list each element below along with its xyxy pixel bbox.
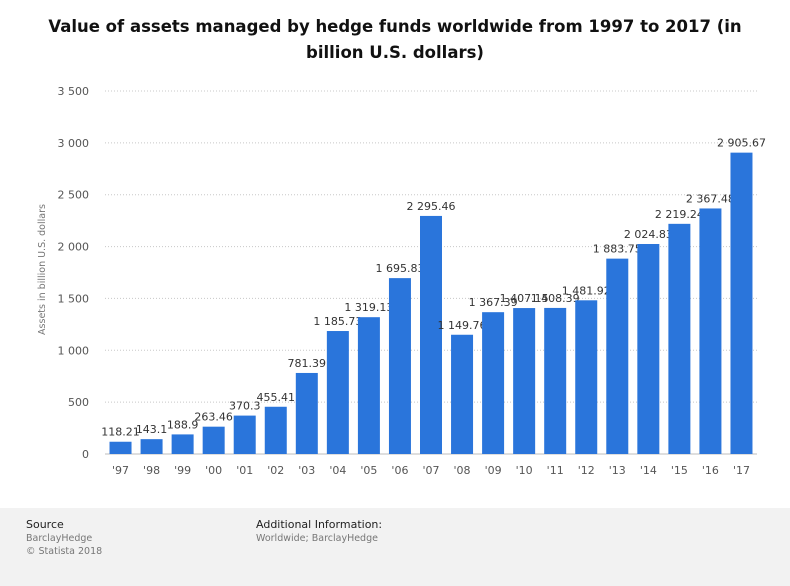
bar-value-label: 2 905.67	[717, 137, 766, 150]
bar-chart: 0 500 1 000 1 500 2 000 2 500 3 000 3 500 Assets…	[37, 85, 766, 477]
x-tick-label: '00	[205, 464, 222, 477]
bar	[420, 215, 442, 454]
bar-value-label: 263.46	[194, 411, 233, 424]
bar-value-label: 1 319.13	[344, 301, 393, 314]
x-tick-label: '08	[454, 464, 471, 477]
bar-value-label: 143.1	[136, 423, 168, 436]
additional-info-block: Additional Information: Worldwide; Barcl…	[256, 518, 382, 545]
bar	[326, 331, 349, 454]
bar	[637, 243, 660, 454]
y-tick-label: 3 000	[58, 137, 90, 150]
bar	[140, 439, 163, 454]
bar-value-label: 2 367.48	[686, 192, 735, 205]
bar	[295, 372, 318, 454]
bar	[171, 434, 194, 454]
bar-value-label: 781.39	[288, 357, 327, 370]
bar	[730, 152, 753, 455]
x-tick-label: '12	[578, 464, 595, 477]
x-tick-label: '02	[267, 464, 284, 477]
additional-info-heading: Additional Information:	[256, 518, 383, 531]
bar	[202, 426, 225, 454]
bar	[109, 441, 132, 454]
x-tick-label: '98	[143, 464, 160, 477]
bar-value-label: 370.3	[229, 400, 261, 413]
x-tick-label: '99	[174, 464, 191, 477]
y-tick-label: 2 000	[58, 241, 90, 254]
x-tick-label: '11	[547, 464, 564, 477]
x-tick-label: '03	[298, 464, 315, 477]
bar	[482, 312, 505, 454]
x-tick-label: '97	[112, 464, 129, 477]
bar-value-label: 2 219.24	[655, 208, 704, 221]
x-tick-label: '05	[360, 464, 377, 477]
additional-info-line: Worldwide; BarclayHedge	[256, 533, 378, 544]
source-line-1: BarclayHedge	[26, 533, 93, 544]
bar-value-label: 1 883.75	[593, 243, 642, 256]
bar	[575, 300, 598, 454]
x-tick-label: '14	[640, 464, 657, 477]
y-tick-label: 2 500	[58, 189, 90, 202]
x-tick-label: '07	[422, 464, 439, 477]
bar-value-label: 1 695.83	[375, 262, 424, 275]
bar-value-label: 455.41	[257, 391, 296, 404]
chart-title: Value of assets managed by hedge funds w…	[48, 17, 742, 62]
bar-value-label: 1 481.92	[562, 284, 611, 297]
bar	[513, 308, 536, 454]
bar-value-label: 2 024.83	[624, 228, 673, 241]
source-block: Source BarclayHedge © Statista 2018	[26, 518, 102, 558]
bar-value-label: 1 407.15	[500, 292, 549, 305]
bar-value-label: 1 408.39	[531, 292, 580, 305]
y-axis-label: Assets in billion U.S. dollars	[37, 204, 48, 335]
x-tick-label: '01	[236, 464, 253, 477]
x-tick-label: '10	[516, 464, 533, 477]
y-tick-label: 1 000	[58, 344, 90, 357]
bar	[357, 317, 380, 454]
bar	[388, 278, 411, 454]
y-tick-label: 1 500	[58, 292, 90, 305]
x-tick-label: '06	[391, 464, 408, 477]
bar	[699, 208, 722, 454]
x-tick-label: '09	[485, 464, 502, 477]
x-tick-label: '04	[329, 464, 346, 477]
bar-value-label: 1 149.76	[438, 319, 487, 332]
y-tick-label: 500	[68, 396, 89, 409]
x-tick-label: '17	[733, 464, 750, 477]
bar	[606, 258, 629, 454]
x-tick-label: '13	[609, 464, 626, 477]
bar	[264, 406, 287, 454]
bar	[451, 334, 474, 454]
bar-value-label: 2 295.46	[407, 200, 456, 213]
bar-value-label: 118.21	[101, 426, 140, 439]
bar	[668, 223, 691, 454]
bar-value-label: 188.9	[167, 418, 199, 431]
y-tick-label: 0	[82, 448, 89, 461]
source-heading: Source	[26, 518, 64, 531]
bar	[544, 307, 567, 454]
source-line-2: © Statista 2018	[26, 546, 103, 557]
bar	[233, 415, 256, 454]
y-tick-label: 3 500	[58, 85, 90, 98]
bar-value-label: 1 367.39	[469, 296, 518, 309]
x-tick-label: '15	[671, 464, 688, 477]
bar-value-label: 1 185.73	[313, 315, 362, 328]
x-tick-label: '16	[702, 464, 719, 477]
